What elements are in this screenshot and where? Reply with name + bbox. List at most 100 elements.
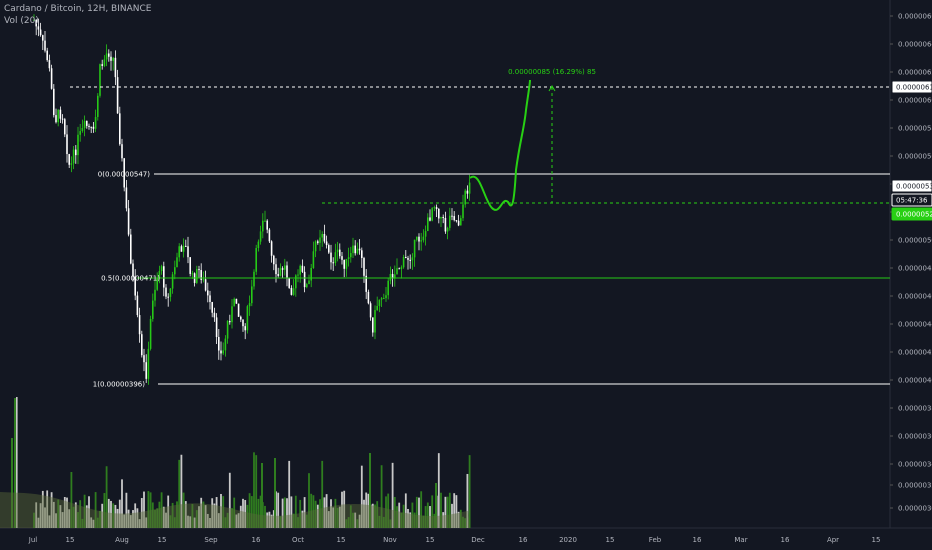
candle-body	[86, 120, 88, 126]
candle-body	[387, 280, 389, 296]
volume-bar	[378, 515, 381, 528]
x-tick-label: Dec	[471, 536, 485, 544]
candle-body	[246, 306, 249, 331]
candle-body	[213, 312, 216, 318]
volume-indicator-label: Vol (20)	[4, 16, 39, 26]
candle-body	[99, 64, 101, 96]
volume-bar	[195, 510, 198, 528]
candle-body	[266, 220, 268, 230]
volume-bar	[116, 508, 119, 528]
volume-bar	[343, 490, 346, 528]
volume-bar	[253, 452, 255, 528]
candle-body	[231, 306, 233, 323]
candle-body	[462, 204, 464, 219]
volume-bar	[387, 493, 390, 528]
volume-bar	[156, 508, 159, 528]
candle-body	[345, 258, 348, 269]
volume-bar	[162, 506, 165, 528]
volume-bar	[336, 507, 339, 528]
volume-bar	[237, 513, 240, 528]
candle-body	[75, 149, 77, 156]
volume-bar	[274, 458, 276, 528]
candle-body	[235, 298, 238, 304]
candle-body	[105, 53, 108, 60]
volume-bar	[347, 517, 350, 528]
candle-body	[224, 338, 227, 351]
candle-body	[180, 246, 183, 252]
candle-body	[138, 315, 141, 335]
candle-body	[325, 241, 328, 246]
candle-body	[314, 241, 317, 252]
candle-body	[121, 144, 123, 159]
y-tick-label: 0.00000560	[898, 153, 932, 161]
candle-body	[57, 109, 59, 123]
volume-bar	[136, 508, 139, 528]
candle-body	[284, 265, 286, 270]
volume-bar	[92, 519, 95, 528]
volume-bar	[242, 498, 244, 528]
volume-bar	[464, 518, 467, 528]
candle-body	[413, 239, 416, 258]
volume-bar	[440, 492, 442, 528]
candle-body	[185, 245, 187, 247]
volume-bar	[389, 519, 392, 528]
volume-bar	[96, 517, 99, 528]
volume-bar	[88, 496, 90, 528]
volume-bar	[246, 504, 249, 528]
volume-bar	[173, 517, 176, 528]
candle-body	[165, 287, 167, 297]
volume-bar	[255, 455, 258, 528]
candle-body	[361, 250, 363, 259]
volume-bar	[187, 515, 189, 528]
volume-bar	[290, 496, 293, 528]
volume-bar	[442, 512, 445, 528]
volume-bar	[429, 506, 431, 528]
volume-bar	[41, 490, 44, 528]
volume-bar	[48, 515, 51, 528]
y-tick-label: 0.00000308	[898, 505, 932, 513]
candle-body	[440, 216, 442, 219]
candle-body	[356, 248, 359, 254]
volume-bar	[248, 493, 251, 528]
candle-body	[218, 337, 220, 351]
volume-bar	[327, 511, 330, 528]
volume-bar	[37, 517, 40, 528]
volume-bar	[367, 493, 370, 528]
volume-bar	[59, 505, 62, 528]
candle-body	[429, 217, 431, 221]
candle-body	[277, 274, 279, 276]
candle-body	[125, 187, 128, 209]
y-tick-label: 0.00000600	[898, 97, 932, 105]
price-badge-label: 05:47:36	[896, 197, 928, 205]
volume-bar	[437, 453, 440, 528]
candle-body	[427, 217, 429, 232]
volume-bar	[266, 512, 269, 528]
volume-bar	[70, 471, 73, 528]
candle-body	[310, 267, 312, 281]
candle-body	[176, 257, 178, 268]
candle-body	[222, 350, 224, 354]
candle-body	[451, 215, 453, 217]
volume-bar	[226, 512, 229, 528]
candle-body	[405, 256, 407, 259]
candle-body	[61, 118, 64, 120]
candle-body	[163, 266, 165, 288]
candle-body	[127, 208, 130, 235]
volume-bar	[376, 501, 379, 528]
volume-bar	[94, 492, 97, 528]
volume-bar	[310, 493, 313, 528]
volume-bar	[182, 492, 185, 528]
volume-bar	[301, 510, 304, 528]
volume-bar	[220, 493, 222, 528]
candle-body	[376, 306, 378, 311]
price-badge-green	[891, 207, 932, 221]
volume-bar	[118, 499, 121, 528]
volume-bar	[259, 495, 262, 528]
volume-bar	[68, 509, 71, 528]
candle-body	[372, 317, 374, 333]
volume-bar	[308, 473, 310, 528]
volume-bar	[101, 503, 104, 528]
candle-body	[374, 310, 376, 333]
candle-body	[134, 276, 136, 296]
